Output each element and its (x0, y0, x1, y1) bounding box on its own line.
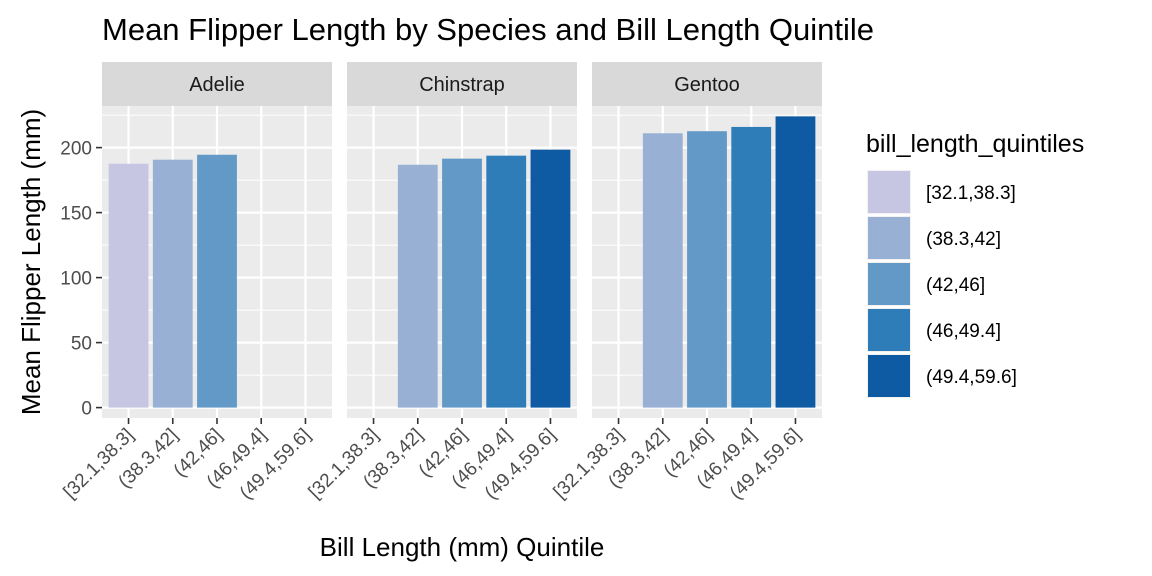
x-tick-label: [32.1,38.3] (60, 425, 138, 503)
bar-chinstrap-4 (486, 155, 527, 408)
y-axis: 0 50 100 150 200 (60, 139, 102, 420)
x-axis-title: Bill Length (mm) Quintile (320, 532, 605, 562)
facet-strip-label: Chinstrap (419, 74, 505, 96)
legend-label: (42,46] (926, 275, 985, 296)
bar-gentoo-4 (731, 126, 772, 408)
y-tick-label: 200 (60, 139, 92, 160)
bar-gentoo-5 (775, 116, 816, 408)
y-tick-label: 100 (60, 269, 92, 290)
y-tick-label: 150 (60, 204, 92, 225)
y-axis-title: Mean Flipper Length (mm) (16, 109, 46, 415)
facet-panel-adelie: Adelie[32.1,38.3](38.3,42](42,46](46,49.… (60, 62, 332, 504)
legend-swatch (868, 263, 910, 305)
legend: bill_length_quintiles [32.1,38.3] (38.3,4… (866, 130, 1084, 398)
legend-items: [32.1,38.3] (38.3,42] (42,46] (46,49.4] (49.… (867, 170, 1017, 398)
x-tick-label: [32.1,38.3] (305, 425, 383, 503)
facet-panel-chinstrap: Chinstrap[32.1,38.3](38.3,42](42,46](46,… (305, 62, 577, 504)
bar-chinstrap-2 (397, 164, 438, 408)
facet-strip (347, 62, 577, 106)
legend-label: (38.3,42] (926, 229, 1001, 250)
facet-strip-label: Adelie (189, 74, 245, 96)
legend-swatch (868, 171, 910, 213)
legend-label: (49.4,59.6] (926, 367, 1017, 388)
bar-adelie-1 (108, 163, 149, 408)
y-tick-label: 50 (71, 334, 92, 355)
bar-gentoo-2 (642, 133, 683, 408)
facet-strip (102, 62, 332, 106)
bar-adelie-3 (197, 154, 237, 408)
facet-strip (592, 62, 822, 106)
legend-swatch (868, 217, 910, 259)
chart-title: Mean Flipper Length by Species and Bill … (102, 12, 874, 47)
bar-chinstrap-5 (530, 149, 571, 408)
bar-chinstrap-3 (442, 158, 482, 408)
bar-adelie-2 (152, 159, 193, 408)
facet-strip-label: Gentoo (674, 74, 740, 96)
x-tick-label: [32.1,38.3] (550, 425, 628, 503)
legend-title: bill_length_quintiles (866, 130, 1084, 158)
bar-gentoo-3 (687, 131, 727, 408)
facet-panel-gentoo: Gentoo[32.1,38.3](38.3,42](42,46](46,49.… (550, 62, 822, 504)
legend-label: [32.1,38.3] (926, 183, 1016, 204)
y-tick-label: 0 (81, 399, 92, 420)
legend-swatch (868, 355, 910, 397)
facet-panels: Adelie[32.1,38.3](38.3,42](42,46](46,49.… (60, 62, 822, 504)
legend-swatch (868, 309, 910, 351)
legend-label: (46,49.4] (926, 321, 1001, 342)
